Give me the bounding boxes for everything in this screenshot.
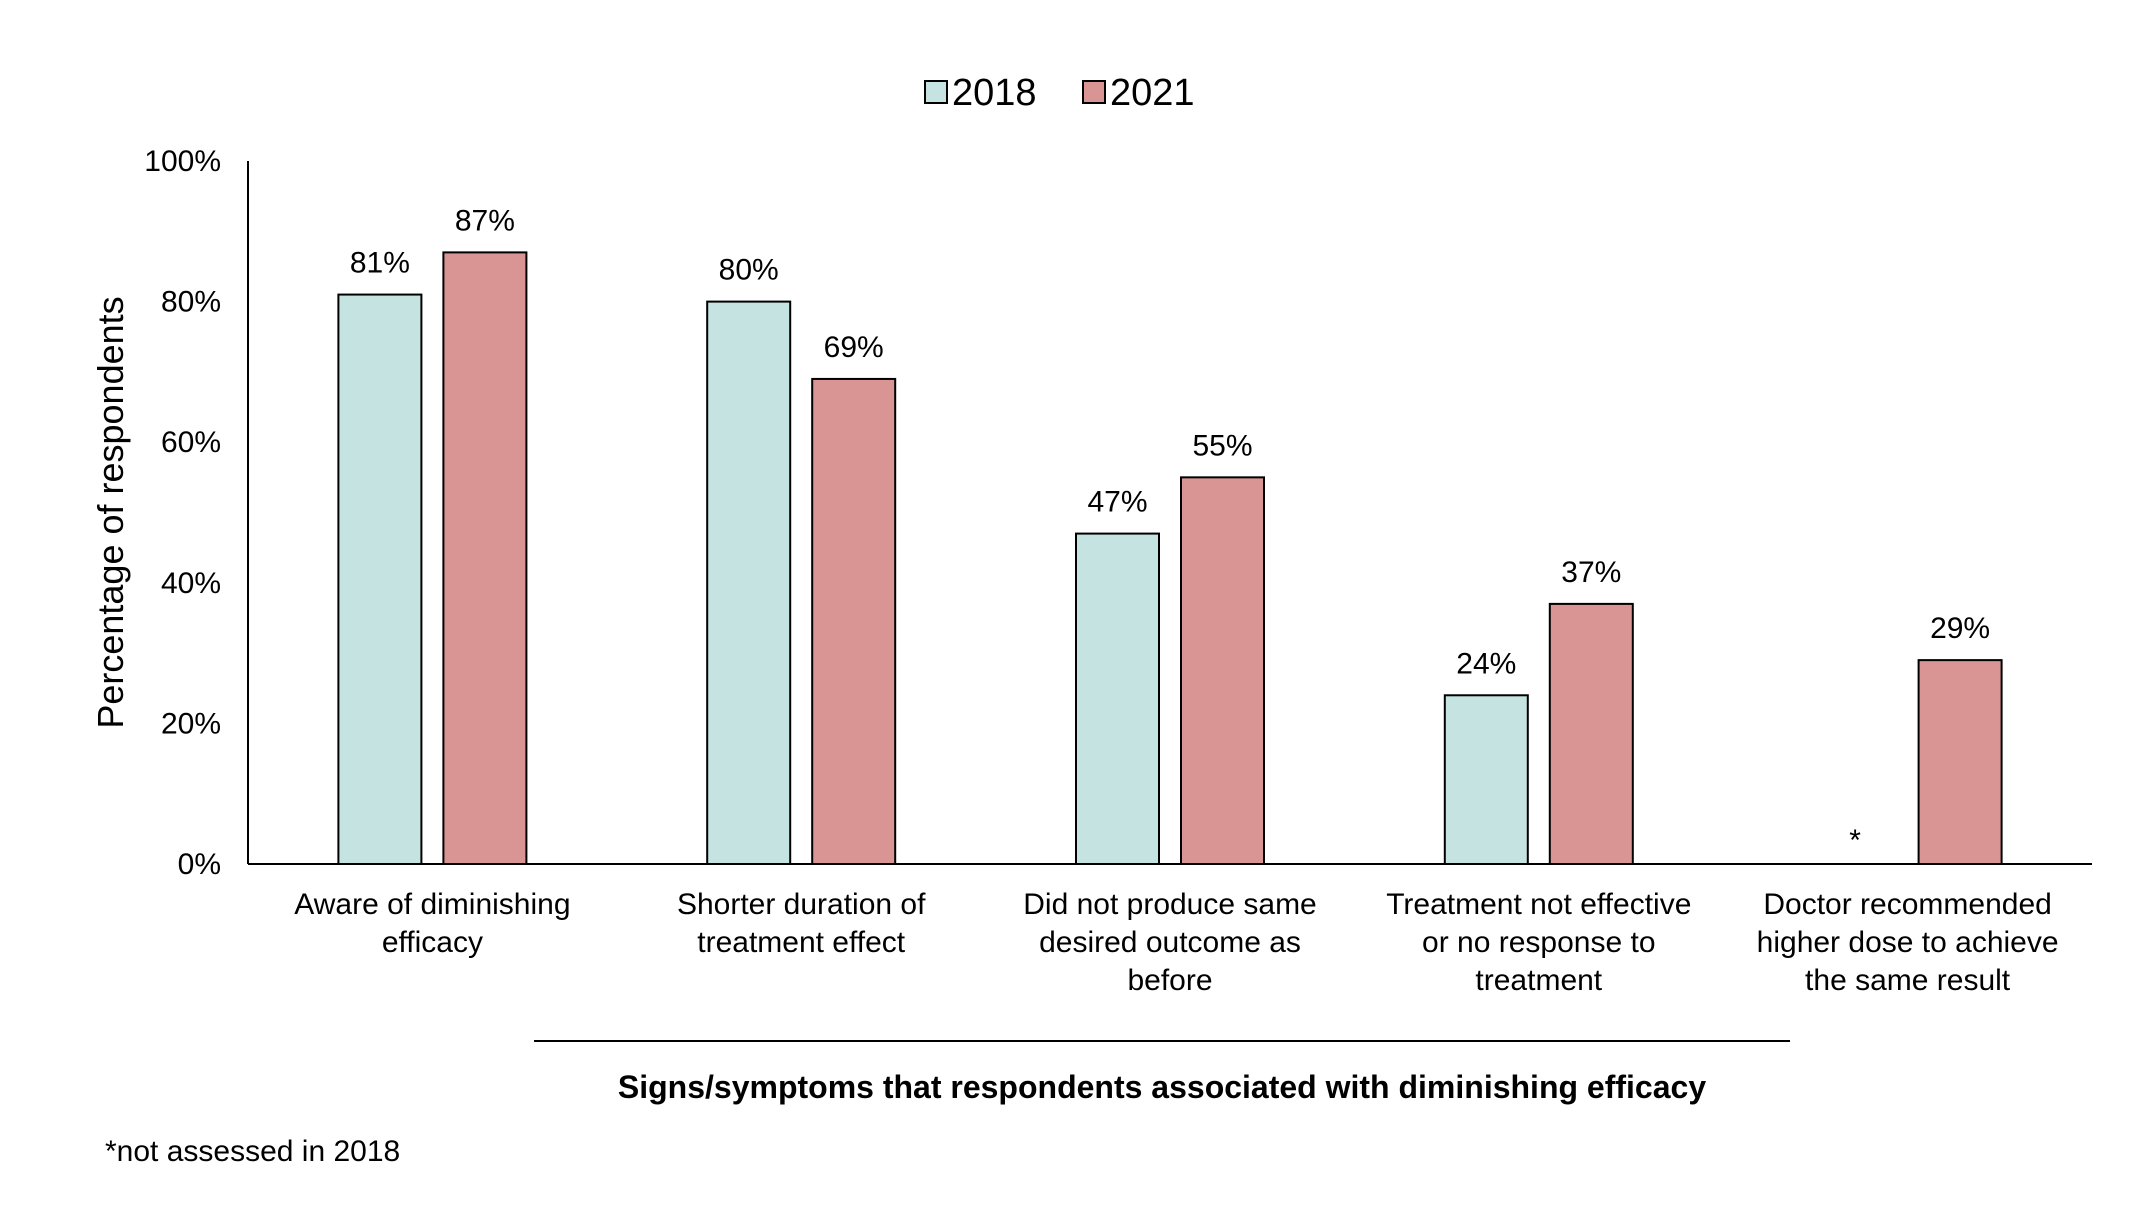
y-tick-label: 80%: [161, 286, 221, 319]
legend-swatch-2021: [1082, 80, 1106, 104]
y-tick-label: 20%: [161, 707, 221, 740]
x-category-label: before: [1127, 964, 1212, 997]
y-axis-label: Percentage of respondents: [90, 296, 131, 728]
data-label: 24%: [1456, 647, 1516, 680]
y-tick-label: 40%: [161, 567, 221, 600]
x-category-label: higher dose to achieve: [1757, 926, 2059, 959]
not-assessed-marker: *: [1849, 824, 1861, 857]
x-category-label: Aware of diminishing: [294, 888, 570, 921]
data-label: 55%: [1192, 429, 1252, 462]
data-label: 37%: [1561, 556, 1621, 589]
x-category-label: desired outcome as: [1039, 926, 1301, 959]
x-category-label: Treatment not effective: [1386, 888, 1691, 921]
y-tick-label: 100%: [144, 145, 221, 178]
bar-2018: [1075, 532, 1160, 866]
x-category-label: or no response to: [1422, 926, 1655, 959]
y-tick-label: 60%: [161, 426, 221, 459]
bar-2018: [337, 293, 423, 865]
data-label: 81%: [350, 247, 410, 280]
footnote: *not assessed in 2018: [105, 1135, 401, 1168]
x-category-label: Shorter duration of: [677, 888, 926, 921]
data-label: 80%: [719, 254, 779, 287]
y-tick-label: 0%: [178, 848, 221, 881]
x-axis-label: Signs/symptoms that respondents associat…: [618, 1069, 1706, 1105]
x-category-label: the same result: [1805, 964, 2011, 997]
bar-2021: [1917, 659, 2003, 865]
legend-label-2021: 2021: [1110, 72, 1195, 114]
x-category-label: treatment: [1475, 964, 1602, 997]
legend-label-2018: 2018: [952, 72, 1037, 114]
x-category-label: treatment effect: [697, 926, 906, 959]
data-label: 69%: [824, 331, 884, 364]
data-label: 29%: [1930, 612, 1990, 645]
data-label: 87%: [455, 204, 515, 237]
bar-2021: [1180, 476, 1265, 865]
bar-2021: [1548, 602, 1634, 865]
data-label: 47%: [1087, 486, 1147, 519]
bar-2018: [1443, 694, 1529, 866]
legend-swatch-2018: [924, 80, 948, 104]
bar-2021: [442, 251, 528, 865]
x-category-label: Doctor recommended: [1763, 888, 2051, 921]
bar-2018: [706, 300, 792, 866]
x-category-label: Did not produce same: [1023, 888, 1317, 921]
bar-2021: [811, 377, 897, 865]
x-category-label: efficacy: [382, 926, 483, 959]
